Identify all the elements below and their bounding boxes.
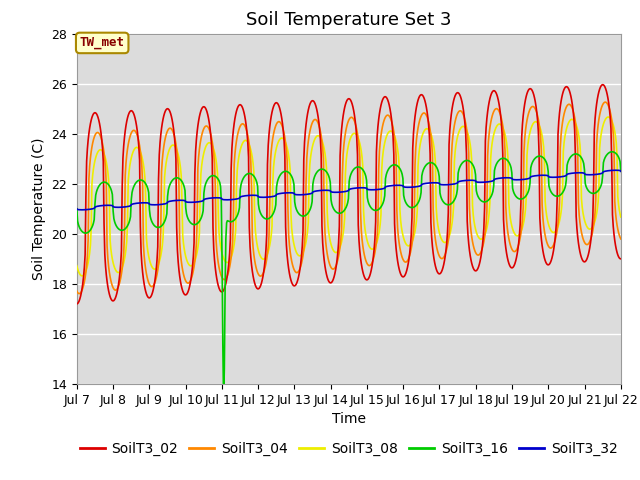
SoilT3_04 <box>195 154 202 160</box>
SoilT3_08 <box>223 260 231 265</box>
SoilT3_08 <box>84 263 92 269</box>
SoilT3_04 <box>416 118 424 124</box>
SoilT3_16 <box>83 230 90 236</box>
Y-axis label: Soil Temperature (C): Soil Temperature (C) <box>31 138 45 280</box>
Line: SoilT3_16: SoilT3_16 <box>77 152 621 401</box>
SoilT3_08 <box>140 161 147 167</box>
SoilT3_08 <box>78 273 86 279</box>
SoilT3_02 <box>599 82 607 87</box>
SoilT3_16 <box>220 398 227 404</box>
Title: Soil Temperature Set 3: Soil Temperature Set 3 <box>246 11 452 29</box>
SoilT3_04 <box>601 99 609 105</box>
SoilT3_04 <box>76 291 83 297</box>
SoilT3_02 <box>139 270 147 276</box>
SoilT3_02 <box>83 158 90 164</box>
Legend: SoilT3_02, SoilT3_04, SoilT3_08, SoilT3_16, SoilT3_32: SoilT3_02, SoilT3_04, SoilT3_08, SoilT3_… <box>74 436 623 462</box>
SoilT3_32 <box>617 168 625 174</box>
SoilT3_04 <box>431 237 439 243</box>
SoilT3_32 <box>416 183 424 189</box>
SoilT3_08 <box>195 239 202 245</box>
SoilT3_32 <box>223 197 231 203</box>
SoilT3_04 <box>617 236 625 242</box>
SoilT3_16 <box>431 163 439 168</box>
SoilT3_16 <box>608 149 616 155</box>
Line: SoilT3_04: SoilT3_04 <box>77 102 621 294</box>
Line: SoilT3_32: SoilT3_32 <box>77 170 621 210</box>
SoilT3_16 <box>223 218 231 224</box>
SoilT3_04 <box>140 241 147 247</box>
SoilT3_32 <box>431 180 439 186</box>
SoilT3_16 <box>73 206 81 212</box>
SoilT3_08 <box>416 145 424 151</box>
SoilT3_16 <box>139 178 147 183</box>
SoilT3_16 <box>617 168 625 174</box>
SoilT3_08 <box>617 214 625 220</box>
SoilT3_04 <box>223 273 231 278</box>
Text: TW_met: TW_met <box>80 36 125 49</box>
SoilT3_04 <box>73 288 81 294</box>
SoilT3_02 <box>223 277 230 283</box>
SoilT3_08 <box>604 114 612 120</box>
Line: SoilT3_02: SoilT3_02 <box>77 84 621 304</box>
SoilT3_32 <box>73 206 81 212</box>
SoilT3_02 <box>617 256 625 262</box>
SoilT3_02 <box>194 123 202 129</box>
X-axis label: Time: Time <box>332 412 366 426</box>
SoilT3_02 <box>431 260 438 265</box>
SoilT3_32 <box>612 168 620 173</box>
SoilT3_08 <box>431 160 439 166</box>
SoilT3_02 <box>415 95 422 101</box>
SoilT3_32 <box>78 207 86 213</box>
SoilT3_02 <box>73 301 81 307</box>
SoilT3_32 <box>195 199 202 204</box>
SoilT3_32 <box>84 207 92 213</box>
Line: SoilT3_08: SoilT3_08 <box>77 117 621 276</box>
SoilT3_16 <box>194 220 202 226</box>
SoilT3_08 <box>73 263 81 269</box>
SoilT3_16 <box>416 197 424 203</box>
SoilT3_04 <box>84 253 92 259</box>
SoilT3_32 <box>140 200 147 205</box>
